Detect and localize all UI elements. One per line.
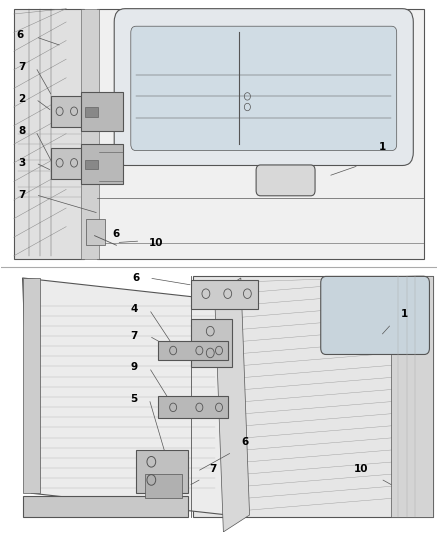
FancyBboxPatch shape	[321, 277, 429, 354]
Polygon shape	[158, 341, 228, 360]
Polygon shape	[14, 9, 84, 259]
FancyBboxPatch shape	[114, 9, 413, 165]
Polygon shape	[22, 278, 40, 493]
Text: 1: 1	[401, 309, 408, 319]
Polygon shape	[51, 149, 84, 179]
Polygon shape	[81, 9, 99, 259]
Text: 8: 8	[18, 126, 25, 136]
Polygon shape	[81, 92, 123, 132]
Text: 6: 6	[17, 30, 24, 41]
Text: 10: 10	[148, 238, 163, 247]
FancyBboxPatch shape	[256, 165, 315, 196]
Text: 2: 2	[18, 94, 25, 104]
Polygon shape	[215, 278, 250, 532]
Polygon shape	[22, 278, 228, 515]
Text: 6: 6	[242, 438, 249, 447]
Polygon shape	[145, 474, 182, 498]
Polygon shape	[51, 96, 84, 127]
Polygon shape	[85, 107, 98, 117]
Polygon shape	[85, 160, 98, 168]
Polygon shape	[191, 319, 232, 367]
Text: 9: 9	[130, 362, 138, 373]
Text: 3: 3	[18, 158, 25, 168]
Text: 10: 10	[353, 464, 368, 474]
FancyBboxPatch shape	[131, 26, 397, 151]
Polygon shape	[193, 276, 433, 518]
Text: 6: 6	[132, 273, 140, 283]
Polygon shape	[191, 280, 258, 309]
Text: 1: 1	[379, 142, 386, 152]
Text: 7: 7	[18, 62, 25, 72]
Polygon shape	[136, 450, 188, 493]
Polygon shape	[392, 276, 433, 518]
Text: 6: 6	[113, 229, 120, 239]
Text: 5: 5	[130, 394, 138, 404]
Text: 4: 4	[130, 304, 138, 314]
Polygon shape	[86, 219, 106, 245]
Text: 7: 7	[18, 190, 25, 200]
Polygon shape	[158, 397, 228, 418]
Text: 7: 7	[130, 331, 138, 341]
Polygon shape	[81, 144, 123, 183]
Polygon shape	[22, 496, 188, 518]
Polygon shape	[97, 9, 424, 259]
Text: 7: 7	[209, 464, 216, 474]
